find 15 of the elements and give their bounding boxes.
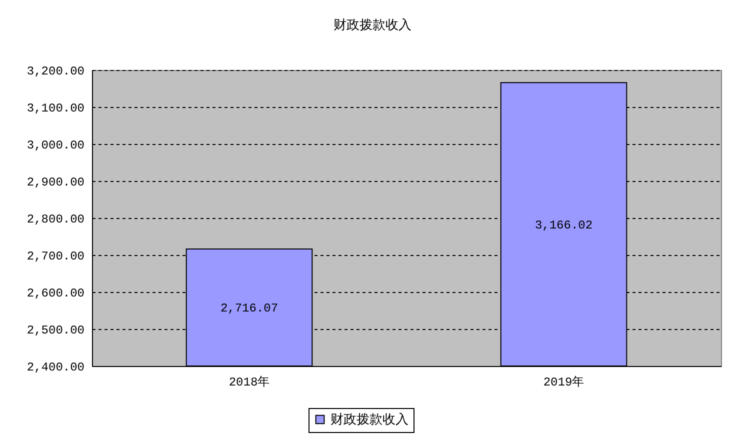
y-tick-label: 2,700.00 xyxy=(26,250,84,264)
y-tick-label: 3,000.00 xyxy=(26,138,84,152)
y-tick-label: 2,600.00 xyxy=(26,286,84,300)
y-tick-label: 3,200.00 xyxy=(26,64,84,78)
y-tick-label: 2,800.00 xyxy=(26,212,84,226)
y-tick-label: 3,100.00 xyxy=(26,102,84,116)
y-tick-label: 2,400.00 xyxy=(26,360,84,374)
data-label: 2,716.07 xyxy=(220,302,278,316)
y-tick-label: 2,900.00 xyxy=(26,176,84,190)
legend-label: 财政拨款收入 xyxy=(330,412,408,428)
x-tick-label: 2019年 xyxy=(543,376,584,390)
x-tick-label: 2018年 xyxy=(228,376,270,390)
data-label: 3,166.02 xyxy=(534,218,593,232)
y-tick-label: 2,500.00 xyxy=(26,324,84,338)
chart-title: 财政拨款收入 xyxy=(334,18,412,33)
